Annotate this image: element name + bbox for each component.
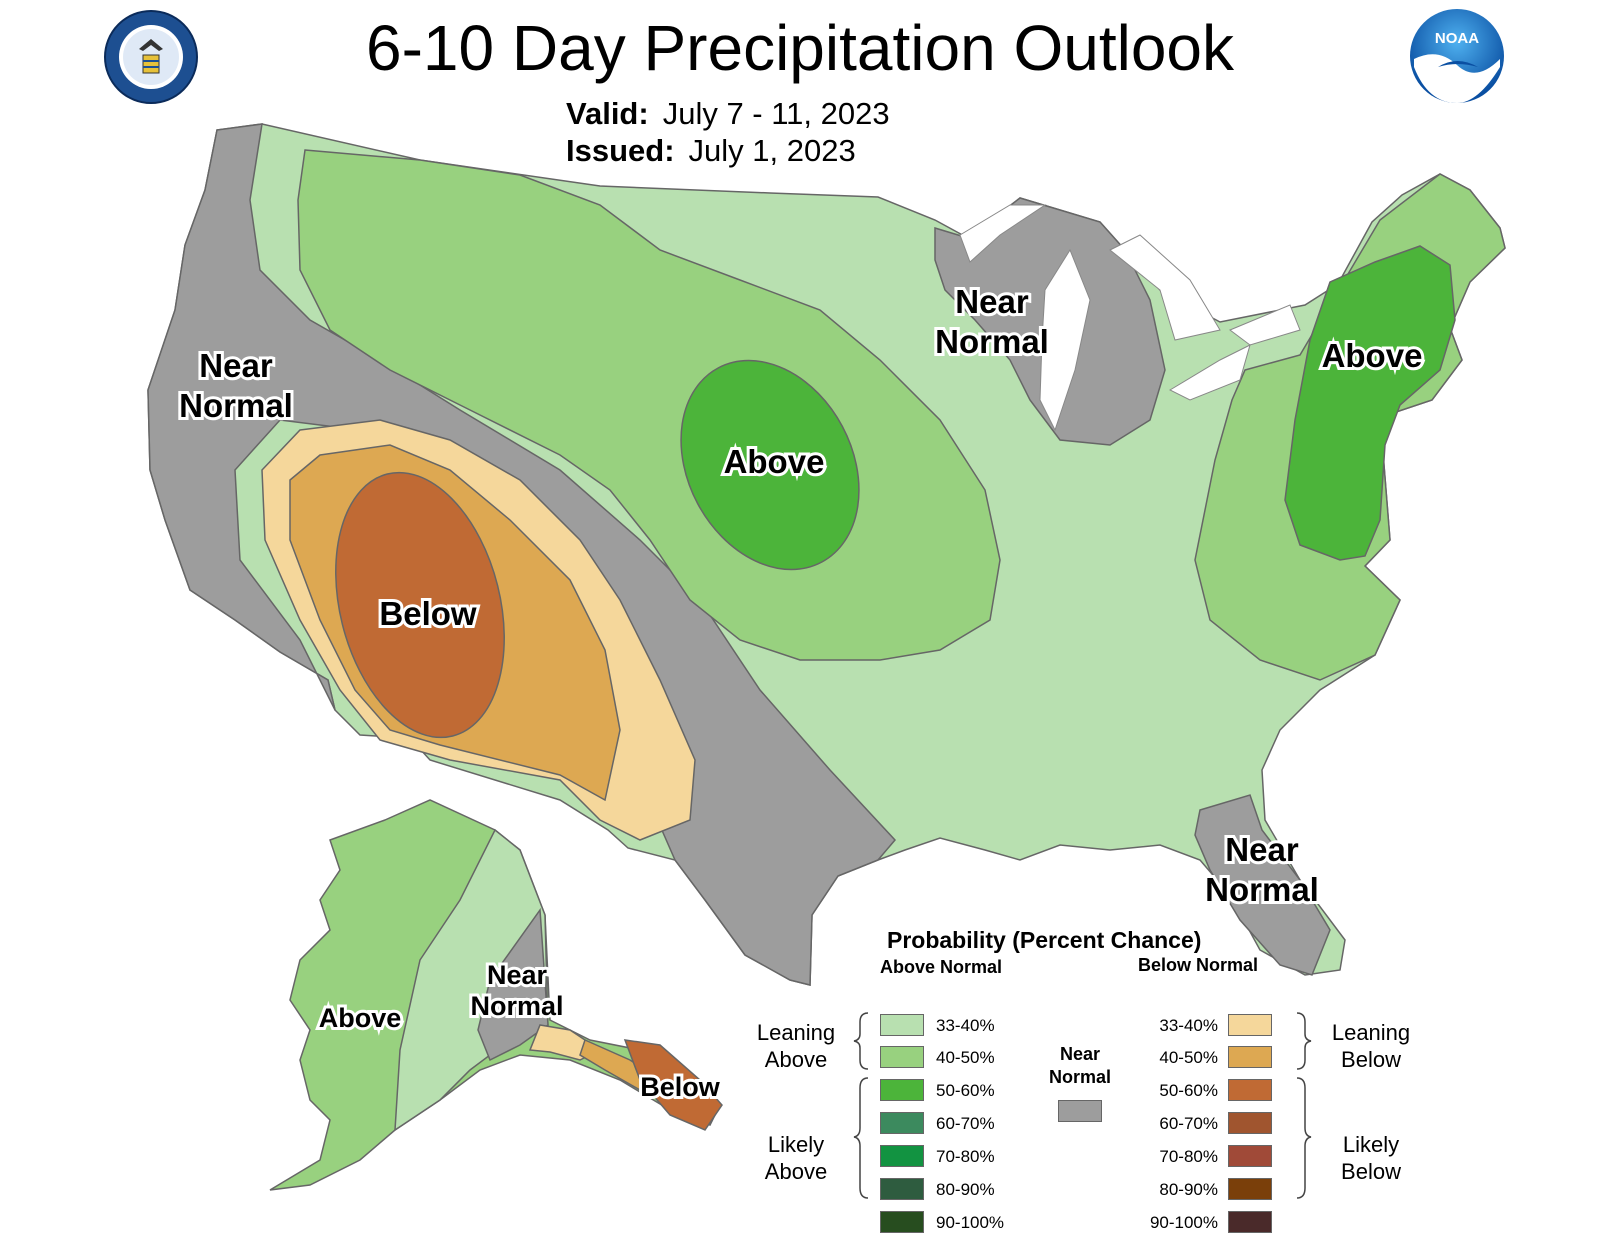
legend-below-40-50-label: 40-50%	[1159, 1048, 1218, 1067]
legend-swatch-below-33-40	[1228, 1014, 1272, 1036]
legend-leaning-above-label: Leaning Above	[741, 1019, 851, 1073]
legend-below-90-100-label: 90-100%	[1149, 1213, 1218, 1232]
legend-above-90-100-label: 90-100%	[936, 1213, 1005, 1232]
issued-label: Issued:	[566, 133, 675, 168]
legend-near-normal-label: Near Normal	[1040, 1043, 1120, 1089]
great-lakes-near-normal-label-2: Normal	[935, 323, 1049, 360]
southwest-below-50-60-area	[335, 471, 505, 739]
legend-likely-above-line-1: Likely	[767, 1132, 825, 1157]
alaska-above-33-40-area	[394, 828, 549, 1132]
legend-swatch-below-80-90	[1228, 1178, 1272, 1200]
legend-above-33-40-label: 33-40%	[936, 1016, 995, 1035]
legend-likely-below-line-2: Below	[1341, 1159, 1401, 1184]
florida-near-normal-label-2: Normal	[1205, 871, 1319, 908]
legend-below-braces	[1296, 1012, 1312, 1199]
page-title: 6-10 Day Precipitation Outlook	[366, 12, 1234, 84]
valid-date-row: Valid: July 7 - 11, 2023	[566, 95, 890, 133]
alaska-above-label: Above	[319, 1003, 402, 1033]
legend-below-70-80-label: 70-80%	[1159, 1147, 1218, 1166]
valid-label: Valid:	[566, 96, 649, 131]
west-near-normal-label-2: Normal	[179, 387, 293, 424]
legend-below-80-90-label: 80-90%	[1159, 1180, 1218, 1199]
west-near-normal-label-1: Near	[199, 347, 273, 384]
alaska-below-label: Below	[640, 1072, 721, 1102]
legend-swatch-above-70-80	[880, 1145, 924, 1167]
plains-above-50-60-area	[680, 359, 860, 571]
legend-swatch-below-50-60	[1228, 1079, 1272, 1101]
legend-likely-below-line-1: Likely	[1342, 1132, 1400, 1157]
issued-date-row: Issued: July 1, 2023	[566, 132, 856, 170]
legend-likely-above-label: Likely Above	[741, 1131, 851, 1185]
legend-title: Probability (Percent Chance)	[887, 927, 1202, 953]
alaska-below-50-60-area	[623, 1039, 723, 1131]
noaa-logo-text: NOAA	[1435, 30, 1479, 47]
alaska-near-normal-area	[477, 907, 549, 1062]
florida-near-normal-area	[1194, 794, 1331, 976]
legend-swatch-below-70-80	[1228, 1145, 1272, 1167]
legend-below-heading: Below Normal	[1138, 955, 1259, 975]
legend-near-normal-line-2: Normal	[1048, 1067, 1111, 1087]
legend-above-80-90-label: 80-90%	[936, 1180, 995, 1199]
legend-swatch-above-40-50	[880, 1046, 924, 1068]
legend-swatch-above-90-100	[880, 1211, 924, 1233]
alaska-near-normal-label-2: Normal	[470, 991, 563, 1021]
legend-swatch-below-60-70	[1228, 1112, 1272, 1134]
legend-swatch-near-normal	[1058, 1100, 1102, 1122]
legend-above-heading: Above Normal	[880, 957, 1003, 977]
legend-swatch-above-80-90	[880, 1178, 924, 1200]
legend-swatch-above-33-40	[880, 1014, 924, 1036]
legend-swatch-below-90-100	[1228, 1211, 1272, 1233]
legend-likely-above-line-2: Above	[764, 1159, 828, 1184]
florida-near-normal-label-1: Near	[1225, 831, 1299, 868]
legend-leaning-below-line-1: Leaning	[1331, 1020, 1411, 1045]
legend-swatch-above-50-60	[880, 1079, 924, 1101]
legend-leaning-above-line-1: Leaning	[756, 1020, 836, 1045]
legend-above-70-80-label: 70-80%	[936, 1147, 995, 1166]
great-lakes-water	[959, 204, 1301, 432]
legend-swatch-below-40-50	[1228, 1046, 1272, 1068]
legend-leaning-below-label: Leaning Below	[1316, 1019, 1426, 1073]
legend-leaning-below-line-2: Below	[1341, 1047, 1401, 1072]
legend-above-50-60-label: 50-60%	[936, 1081, 995, 1100]
legend-swatch-above-60-70	[880, 1112, 924, 1134]
southwest-below-label: Below	[379, 595, 477, 632]
legend-below-50-60-label: 50-60%	[1159, 1081, 1218, 1100]
northeast-above-50-60-area	[1284, 245, 1456, 561]
noaa-logo-icon: NOAA	[1410, 9, 1504, 103]
plains-above-label: Above	[724, 443, 825, 480]
valid-value: July 7 - 11, 2023	[662, 96, 890, 131]
department-of-commerce-seal-icon	[104, 10, 198, 104]
legend-below-60-70-label: 60-70%	[1159, 1114, 1218, 1133]
issued-value: July 1, 2023	[688, 133, 856, 168]
legend-above-60-70-label: 60-70%	[936, 1114, 995, 1133]
legend-likely-below-label: Likely Below	[1316, 1131, 1426, 1185]
legend-near-normal-line-1: Near	[1059, 1044, 1101, 1064]
alaska-near-normal-label-1: Near	[487, 960, 548, 990]
legend-below-33-40-label: 33-40%	[1159, 1016, 1218, 1035]
great-lakes-near-normal-label-1: Near	[955, 283, 1029, 320]
legend-above-40-50-label: 40-50%	[936, 1048, 995, 1067]
legend-leaning-above-line-2: Above	[764, 1047, 828, 1072]
northeast-above-label: Above	[1322, 337, 1423, 374]
legend-above-braces	[853, 1012, 869, 1199]
